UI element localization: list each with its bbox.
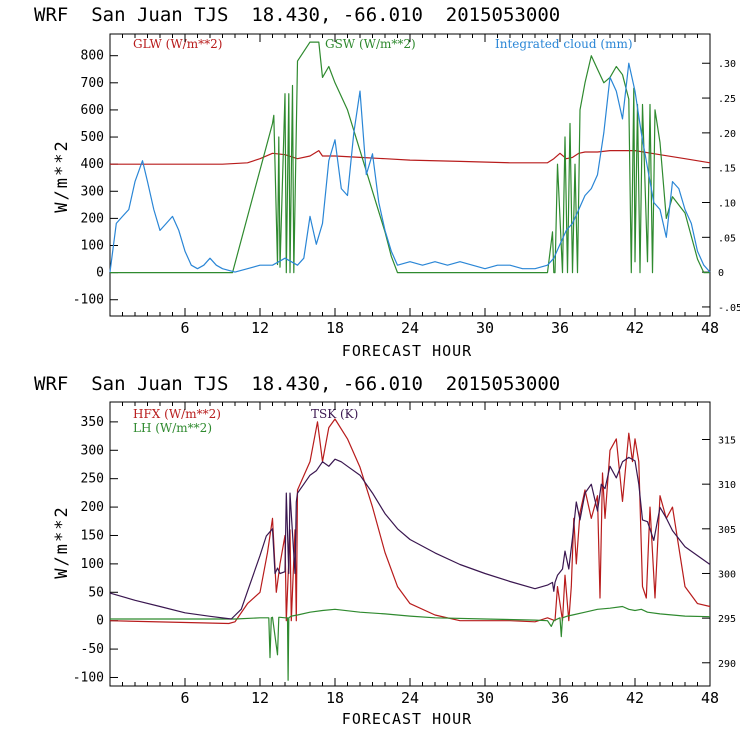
y-tick-label: 600	[81, 103, 104, 118]
x-tick-label: 18	[326, 689, 344, 707]
series-line-lh	[110, 605, 711, 681]
panel-2-y-axis-label: W/m**2	[52, 505, 72, 578]
y-tick-label: 350	[81, 415, 104, 430]
x-tick-label: 6	[180, 319, 189, 337]
y-tick-label: 200	[81, 211, 104, 226]
x-tick-label: 42	[626, 689, 644, 707]
legend-glw: GLW (W/m**2)	[133, 37, 222, 51]
x-tick-label: 6	[180, 689, 189, 707]
panel-2-plot-frame	[109, 401, 711, 687]
y2-tick-label: .05	[718, 233, 736, 244]
series-line-tsk	[109, 456, 711, 620]
y-tick-label: -100	[73, 670, 104, 685]
panel-1-axes: 6 12 18 24 30 36 42 48 -100 0 100 200 300 400 500 600 70…	[73, 34, 740, 337]
series-line-integrated	[109, 62, 711, 273]
legend-integrated-cloud: Integrated cloud (mm)	[495, 37, 633, 51]
y2-tick-label: 305	[718, 525, 736, 536]
panel-1-title: WRF San Juan TJS 18.430, -66.010 2015053…	[34, 4, 560, 26]
y2-tick-label: -.05	[718, 303, 740, 314]
chart-panel-2: WRF San Juan TJS 18.430, -66.010 2015053…	[34, 373, 736, 728]
x-tick-label: 30	[476, 319, 494, 337]
y-tick-label: 0	[96, 614, 104, 629]
x-tick-label: 24	[401, 689, 419, 707]
y-tick-label: 400	[81, 157, 104, 172]
y2-tick-label: 295	[718, 614, 736, 625]
chart-panel-1: WRF San Juan TJS 18.430, -66.010 2015053…	[34, 4, 740, 360]
legend-lh: LH (W/m**2)	[133, 421, 212, 435]
x-tick-label: 36	[551, 689, 569, 707]
series-line-glw	[110, 150, 711, 165]
y-tick-label: 300	[81, 443, 104, 458]
x-tick-label: 42	[626, 319, 644, 337]
y2-tick-label: 310	[718, 480, 736, 491]
y-tick-label: 500	[81, 130, 104, 145]
panel-2-x-axis-label: FORECAST HOUR	[342, 710, 472, 728]
y-tick-label: 300	[81, 184, 104, 199]
y-tick-label: 150	[81, 528, 104, 543]
y-tick-label: 0	[96, 266, 104, 281]
y2-tick-label: 300	[718, 569, 736, 580]
legend-hfx: HFX (W/m**2)	[133, 407, 221, 421]
y2-tick-label: .20	[718, 129, 736, 140]
y2-tick-label: 0	[718, 268, 724, 279]
y-tick-label: 100	[81, 239, 104, 254]
panel-1-y-axis-label: W/m**2	[52, 139, 72, 212]
y2-tick-label: .30	[718, 59, 736, 70]
panel-1-series	[109, 41, 711, 274]
panel-1-x-axis-label: FORECAST HOUR	[342, 342, 472, 360]
y-tick-label: 100	[81, 557, 104, 572]
y-tick-label: -100	[73, 293, 104, 308]
x-tick-label: 36	[551, 319, 569, 337]
y-tick-label: 200	[81, 500, 104, 515]
series-line-gsw	[110, 41, 710, 274]
x-tick-label: 12	[251, 319, 269, 337]
y2-tick-label: .25	[718, 94, 736, 105]
y-tick-label: 800	[81, 49, 104, 64]
panel-2-axes: 6 12 18 24 30 36 42 48 -100 -50 0 50 100 150 200 250 300…	[73, 402, 736, 707]
panel-2-title: WRF San Juan TJS 18.430, -66.010 2015053…	[34, 373, 560, 395]
y-tick-label: 50	[88, 585, 104, 600]
y-tick-label: 700	[81, 76, 104, 91]
x-tick-label: 24	[401, 319, 419, 337]
y2-tick-label: .10	[718, 199, 736, 210]
x-tick-label: 18	[326, 319, 344, 337]
y-tick-label: -50	[81, 642, 104, 657]
panel-2-series	[109, 418, 711, 681]
x-tick-label: 48	[701, 319, 719, 337]
y-tick-label: 250	[81, 472, 104, 487]
series-line-hfx	[109, 418, 711, 625]
y2-tick-label: 315	[718, 436, 736, 447]
x-tick-label: 30	[476, 689, 494, 707]
legend-tsk: TSK (K)	[311, 407, 358, 421]
legend-gsw: GSW (W/m**2)	[325, 37, 416, 51]
y2-tick-label: 290	[718, 659, 736, 670]
x-tick-label: 48	[701, 689, 719, 707]
x-tick-label: 12	[251, 689, 269, 707]
y2-tick-label: .15	[718, 164, 736, 175]
panel-1-plot-frame	[109, 33, 711, 317]
